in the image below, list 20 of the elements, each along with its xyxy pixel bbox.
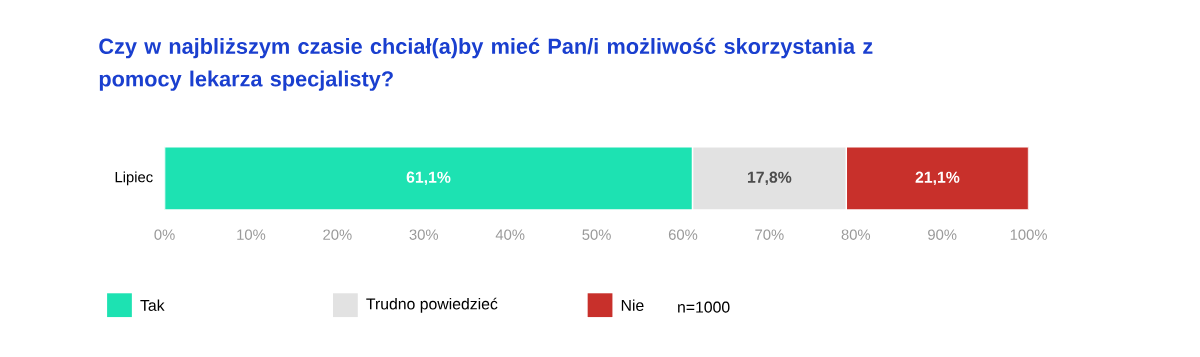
text: n=1000 [678, 301, 730, 313]
legend-label: Trudno powiedzieć [366, 297, 498, 313]
x-tick-label: 100% [1010, 229, 1047, 241]
legend-label: Tak [140, 299, 165, 312]
y-tick-label: Lipiec [115, 171, 153, 186]
x-tick-label: 60% [668, 229, 698, 241]
x-tick-label: 40% [495, 229, 525, 241]
data-label: 21,1% [915, 171, 960, 186]
x-tick-label: 70% [755, 229, 784, 241]
legend-label: Nie [621, 299, 644, 312]
x-tick-label: 30% [409, 229, 439, 241]
x-tick-label: 10% [237, 229, 266, 241]
x-tick-label: 20% [323, 229, 352, 241]
data-label: 17,8% [747, 171, 792, 186]
data-label: 61,1% [406, 171, 451, 186]
x-tick-label: 50% [582, 229, 611, 241]
x-tick-label: 0% [154, 229, 175, 241]
x-tick-label: 80% [841, 229, 871, 241]
chart-title: Czy w najbliższym czasie chciał(a)by mieć Pan/i możliwość skorzystania z pomocy lekarza specjalisty? [99, 37, 873, 91]
x-tick-label: 90% [928, 229, 957, 241]
